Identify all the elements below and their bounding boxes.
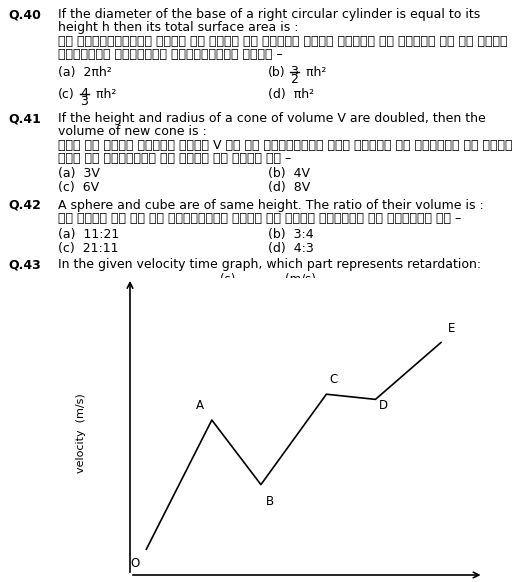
Text: velocity  (m/s): velocity (m/s) [76,393,86,473]
Text: Q.43: Q.43 [8,258,41,271]
Text: एक लंबवृत्तीय बेलन के आधार का व्यास उसकी ऊँचाई के बराबर है तो उसका: एक लंबवृत्तीय बेलन के आधार का व्यास उसकी… [58,35,507,48]
Text: एक गोले और घन की ऊँचाइयाँ समान है उनके आयतनों का अनुपात है –: एक गोले और घन की ऊँचाइयाँ समान है उनके आ… [58,212,461,225]
Text: D: D [379,399,388,412]
Text: (d)  8V: (d) 8V [268,181,310,194]
Text: 3: 3 [80,95,88,108]
Text: In the given velocity time graph, which part represents retardation:: In the given velocity time graph, which … [58,258,481,271]
Text: Q.41: Q.41 [8,112,41,125]
Text: C: C [329,374,338,386]
Text: If the diameter of the base of a right circular cylinder is equal to its: If the diameter of the base of a right c… [58,8,480,21]
Text: πh²: πh² [92,88,116,101]
Text: (s): (s) [220,273,235,286]
Text: (b)  4V: (b) 4V [268,167,310,180]
Text: A sphere and cube are of same height. The ratio of their volume is :: A sphere and cube are of same height. Th… [58,199,484,212]
Text: (c): (c) [58,88,75,101]
Text: (m/s): (m/s) [285,273,316,286]
Text: (b): (b) [268,66,286,79]
Text: (c)  21:11: (c) 21:11 [58,242,118,255]
Text: Q.40: Q.40 [8,8,41,21]
Text: πh²: πh² [302,66,326,79]
Text: यदि एक शंकु जिसका आयतन V है कि त्रिज्या तथा ऊँचाई को दुगुना कर दिया: यदि एक शंकु जिसका आयतन V है कि त्रिज्या … [58,139,513,152]
Text: 3: 3 [290,65,298,78]
Text: Q.42: Q.42 [8,199,41,212]
Text: (c)  6V: (c) 6V [58,181,99,194]
Text: E: E [447,322,455,335]
Text: If the height and radius of a cone of volume V are doubled, then the: If the height and radius of a cone of vo… [58,112,486,125]
Text: O: O [130,557,139,570]
Text: संपूर्ण पृष्ठीय क्षेत्रफल होगा –: संपूर्ण पृष्ठीय क्षेत्रफल होगा – [58,48,283,61]
Text: A: A [195,399,204,412]
Text: जाए तो प्राप्त नए शंकु का आयतन है –: जाए तो प्राप्त नए शंकु का आयतन है – [58,152,291,165]
Text: (a)  3V: (a) 3V [58,167,100,180]
Text: (b)  3:4: (b) 3:4 [268,228,314,241]
Text: (d)  4:3: (d) 4:3 [268,242,314,255]
Text: (d)  πh²: (d) πh² [268,88,314,101]
Text: 4: 4 [80,87,88,100]
Text: height h then its total surface area is :: height h then its total surface area is … [58,21,299,34]
Text: (a)  11:21: (a) 11:21 [58,228,119,241]
Text: 2: 2 [290,73,298,86]
Text: (a)  2πh²: (a) 2πh² [58,66,112,79]
Text: B: B [266,495,274,508]
Text: volume of new cone is :: volume of new cone is : [58,125,207,138]
